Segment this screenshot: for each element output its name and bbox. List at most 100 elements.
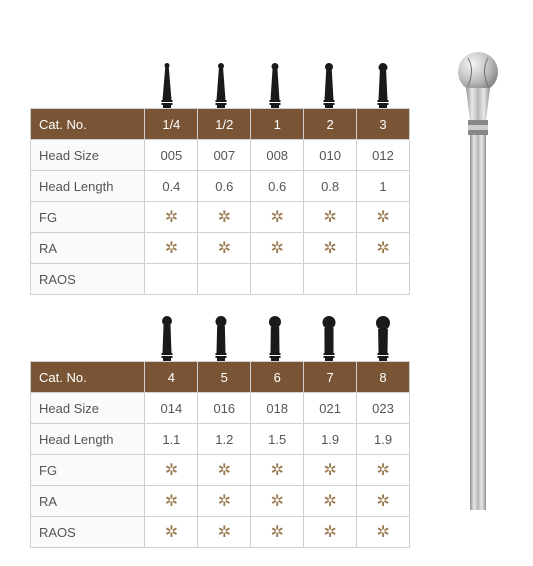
table-cell: ✲: [145, 233, 198, 264]
table-cell: ✲: [304, 202, 357, 233]
cat-header: 5: [198, 362, 251, 393]
product-image: [453, 50, 503, 510]
table-cell: [198, 264, 251, 295]
table-cell: ✲: [198, 202, 251, 233]
table-cell: ✲: [357, 517, 410, 548]
table-cell: ✲: [357, 486, 410, 517]
star-icon: ✲: [271, 240, 284, 257]
table-cell: ✲: [251, 455, 304, 486]
star-icon: ✲: [165, 209, 178, 226]
table-cell: ✲: [145, 486, 198, 517]
table-cell: ✲: [357, 455, 410, 486]
table-cell: ✲: [304, 233, 357, 264]
spec-table-2: Cat. No.45678Head Size014016018021023Hea…: [30, 361, 410, 548]
header-label: Cat. No.: [31, 109, 145, 140]
table-cell: 012: [357, 140, 410, 171]
star-icon: ✲: [376, 462, 389, 479]
bur-icon: [194, 62, 248, 108]
star-icon: ✲: [271, 462, 284, 479]
table-cell: ✲: [251, 486, 304, 517]
table-cell: 007: [198, 140, 251, 171]
table-cell: 1.5: [251, 424, 304, 455]
table-cell: ✲: [251, 233, 304, 264]
table-cell: 005: [145, 140, 198, 171]
row-label: RAOS: [31, 517, 145, 548]
bur-icon: [302, 62, 356, 108]
bur-icon: [356, 62, 410, 108]
cat-header: 4: [145, 362, 198, 393]
cat-header: 2: [304, 109, 357, 140]
star-icon: ✲: [323, 209, 336, 226]
bur-icon: [194, 315, 248, 361]
bur-icon: [248, 62, 302, 108]
table-cell: ✲: [145, 517, 198, 548]
table-cell: 1.9: [304, 424, 357, 455]
table-cell: 0.8: [304, 171, 357, 202]
row-label: Head Size: [31, 393, 145, 424]
table-cell: ✲: [357, 233, 410, 264]
table-cell: 1.1: [145, 424, 198, 455]
star-icon: ✲: [218, 209, 231, 226]
table-cell: ✲: [145, 455, 198, 486]
star-icon: ✲: [271, 209, 284, 226]
table-cell: ✲: [251, 517, 304, 548]
table-block-1: Cat. No.1/41/2123Head Size00500700801001…: [30, 60, 410, 295]
star-icon: ✲: [271, 493, 284, 510]
table-cell: 014: [145, 393, 198, 424]
cat-header: 6: [251, 362, 304, 393]
bur-icon-row-1: [30, 60, 410, 108]
row-label: RAOS: [31, 264, 145, 295]
table-cell: 021: [304, 393, 357, 424]
bur-icon-row-2: [30, 313, 410, 361]
table-cell: 016: [198, 393, 251, 424]
star-icon: ✲: [165, 240, 178, 257]
star-icon: ✲: [376, 240, 389, 257]
table-cell: [251, 264, 304, 295]
row-label: Head Size: [31, 140, 145, 171]
row-label: FG: [31, 202, 145, 233]
bur-icon: [248, 315, 302, 361]
table-block-2: Cat. No.45678Head Size014016018021023Hea…: [30, 313, 410, 548]
table-cell: 1.2: [198, 424, 251, 455]
table-cell: 1: [357, 171, 410, 202]
table-cell: 023: [357, 393, 410, 424]
cat-header: 1: [251, 109, 304, 140]
table-cell: 0.6: [251, 171, 304, 202]
table-cell: 018: [251, 393, 304, 424]
tables-container: Cat. No.1/41/2123Head Size00500700801001…: [30, 60, 410, 566]
table-cell: ✲: [304, 455, 357, 486]
table-cell: ✲: [145, 202, 198, 233]
bur-icon: [140, 62, 194, 108]
row-label: RA: [31, 486, 145, 517]
star-icon: ✲: [165, 462, 178, 479]
star-icon: ✲: [376, 209, 389, 226]
table-cell: 008: [251, 140, 304, 171]
table-cell: ✲: [198, 233, 251, 264]
cat-header: 7: [304, 362, 357, 393]
row-label: Head Length: [31, 171, 145, 202]
table-cell: ✲: [251, 202, 304, 233]
table-cell: [304, 264, 357, 295]
star-icon: ✲: [323, 462, 336, 479]
spec-table-1: Cat. No.1/41/2123Head Size00500700801001…: [30, 108, 410, 295]
table-cell: 0.6: [198, 171, 251, 202]
cat-header: 3: [357, 109, 410, 140]
star-icon: ✲: [218, 493, 231, 510]
cat-header: 1/4: [145, 109, 198, 140]
row-label: RA: [31, 233, 145, 264]
star-icon: ✲: [218, 462, 231, 479]
table-cell: 0.4: [145, 171, 198, 202]
star-icon: ✲: [323, 493, 336, 510]
table-cell: ✲: [304, 486, 357, 517]
cat-header: 8: [357, 362, 410, 393]
table-cell: ✲: [198, 455, 251, 486]
cat-header: 1/2: [198, 109, 251, 140]
table-cell: ✲: [357, 202, 410, 233]
header-label: Cat. No.: [31, 362, 145, 393]
bur-icon: [356, 315, 410, 361]
table-cell: ✲: [198, 486, 251, 517]
table-cell: 1.9: [357, 424, 410, 455]
star-icon: ✲: [165, 493, 178, 510]
row-label: FG: [31, 455, 145, 486]
bur-icon: [140, 315, 194, 361]
